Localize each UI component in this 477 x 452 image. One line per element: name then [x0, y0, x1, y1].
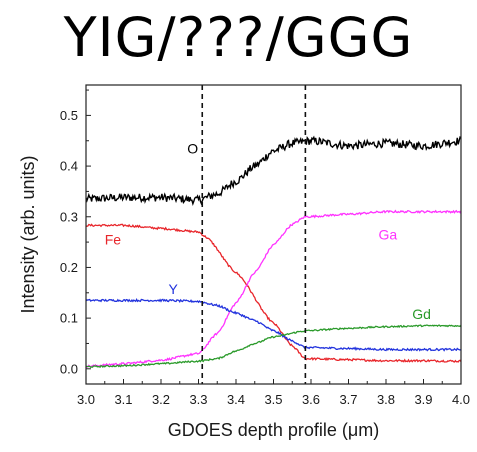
plot-frame [85, 84, 462, 385]
y-tick-label: 0.5 [60, 108, 78, 123]
series-line-fe [85, 223, 462, 363]
series-label-fe: Fe [105, 232, 122, 248]
x-tick-label: 3.2 [152, 392, 170, 407]
series-label-ga: Ga [379, 227, 398, 243]
y-axis-label: Intensity (arb. units) [18, 155, 38, 313]
x-tick-label: 4.0 [452, 392, 470, 407]
x-tick-label: 3.0 [77, 392, 95, 407]
series-line-y [85, 298, 462, 352]
x-tick-label: 3.6 [302, 392, 320, 407]
x-tick-label: 3.1 [114, 392, 132, 407]
y-tick-label: 0.0 [60, 361, 78, 376]
plot-layer: O Fe Ga Y Gd [85, 85, 462, 384]
x-tick-label: 3.9 [414, 392, 432, 407]
series-line-o [85, 135, 462, 207]
x-tick-label: 3.8 [377, 392, 395, 407]
series-label-o: O [187, 140, 198, 156]
axis-layer: 3.0 3.1 3.2 3.3 3.4 3.5 3.6 3.7 3.8 3.9 4.0 0.0 0.1 0… [60, 89, 470, 407]
y-tick-label: 0.3 [60, 209, 78, 224]
series-label-gd: Gd [412, 306, 431, 322]
chart-title: YIG/???/GGG [63, 6, 414, 69]
series-line-ga [85, 209, 462, 368]
x-tick-label: 3.7 [339, 392, 357, 407]
x-tick-label: 3.4 [227, 392, 245, 407]
series-line-gd [85, 324, 462, 368]
x-tick-label: 3.3 [189, 392, 207, 407]
y-tick-label: 0.4 [60, 159, 78, 174]
series-label-y: Y [169, 281, 179, 297]
x-axis-label: GDOES depth profile (μm) [168, 420, 379, 440]
y-tick-label: 0.2 [60, 260, 78, 275]
x-tick-label: 3.5 [264, 392, 282, 407]
y-tick-label: 0.1 [60, 311, 78, 326]
